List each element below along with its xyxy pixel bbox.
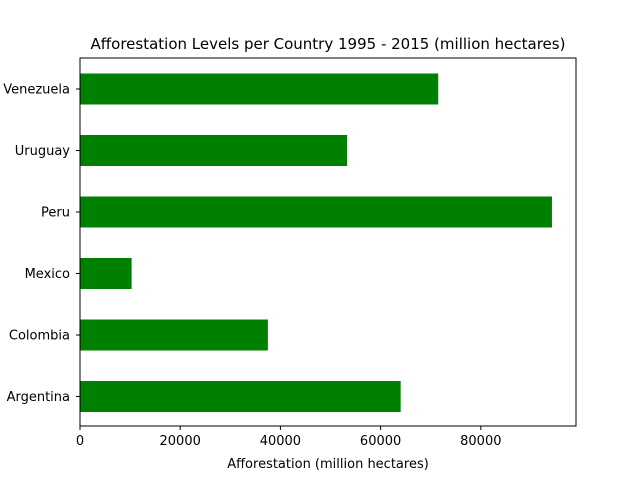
bar-venezuela (80, 73, 439, 105)
bars-group (80, 73, 552, 412)
bar-colombia (80, 319, 268, 351)
bar-uruguay (80, 135, 348, 166)
chart-title: Afforestation Levels per Country 1995 - … (91, 35, 566, 53)
y-tick-label: Venezuela (3, 83, 70, 98)
x-axis-ticks: 0 20000 40000 60000 80000 (76, 426, 501, 449)
y-tick-label: Peru (41, 206, 70, 221)
y-tick-label: Argentina (7, 390, 70, 405)
y-tick-label: Colombia (9, 329, 70, 344)
bar-peru (80, 196, 552, 228)
y-axis-ticks: Argentina Colombia Mexico Peru Uruguay Venezu… (3, 83, 80, 405)
bar-mexico (80, 258, 132, 289)
y-tick-label: Uruguay (15, 144, 71, 159)
x-tick-label: 20000 (160, 434, 201, 449)
x-tick-label: 60000 (360, 434, 401, 449)
y-tick-label: Mexico (25, 267, 70, 282)
plot-frame (79, 57, 577, 427)
x-tick-label: 80000 (460, 434, 501, 449)
x-tick-label: 40000 (260, 434, 301, 449)
bar-argentina (80, 381, 401, 412)
x-axis-label: Afforestation (million hectares) (227, 457, 429, 472)
x-tick-label: 0 (76, 434, 84, 449)
